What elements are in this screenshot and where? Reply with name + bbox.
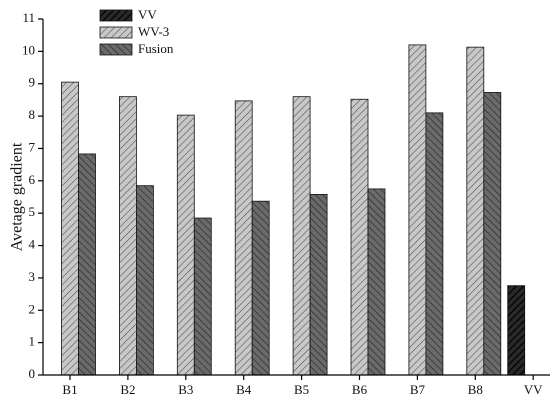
legend-label: VV [138,7,157,22]
y-tick-label: 3 [29,269,36,284]
bar [309,194,328,376]
x-tick-label: B5 [294,382,309,397]
bar [350,98,369,376]
bar [292,96,311,376]
y-tick-label: 0 [29,366,36,381]
x-tick-label: B7 [410,382,426,397]
y-tick-label: 6 [29,172,36,187]
bar [119,96,137,376]
x-tick-label: B2 [120,382,135,397]
y-tick-label: 4 [29,237,36,252]
bar [135,185,154,376]
bar [367,188,386,376]
y-tick-label: 7 [29,139,36,154]
y-tick-label: 8 [29,107,36,122]
y-tick-label: 2 [29,301,36,316]
bar [78,153,96,376]
legend-label: WV-3 [138,24,169,39]
legend-swatch [99,26,133,39]
bar [176,114,195,376]
bar [193,217,212,376]
x-tick-label: B3 [178,382,193,397]
bar [425,112,444,376]
bar [234,100,253,376]
y-tick-label: 1 [29,334,36,349]
bar [507,285,526,376]
bar [466,46,485,376]
x-tick-label: B1 [62,382,77,397]
y-tick-label: 9 [29,75,36,90]
y-tick-label: 10 [22,42,35,57]
legend-swatch [99,9,133,22]
x-tick-label: VV [524,382,543,397]
y-tick-label: 11 [22,10,35,25]
x-tick-label: B8 [468,382,483,397]
legend-label: Fusion [138,41,174,56]
y-axis-label: Avetage gradient [9,142,26,251]
bar [61,81,79,376]
x-tick-label: B6 [352,382,368,397]
bar [408,44,427,376]
bar [251,200,270,376]
x-tick-label: B4 [236,382,252,397]
y-tick-label: 5 [29,204,36,219]
legend-swatch [99,43,133,56]
bar [483,92,502,376]
